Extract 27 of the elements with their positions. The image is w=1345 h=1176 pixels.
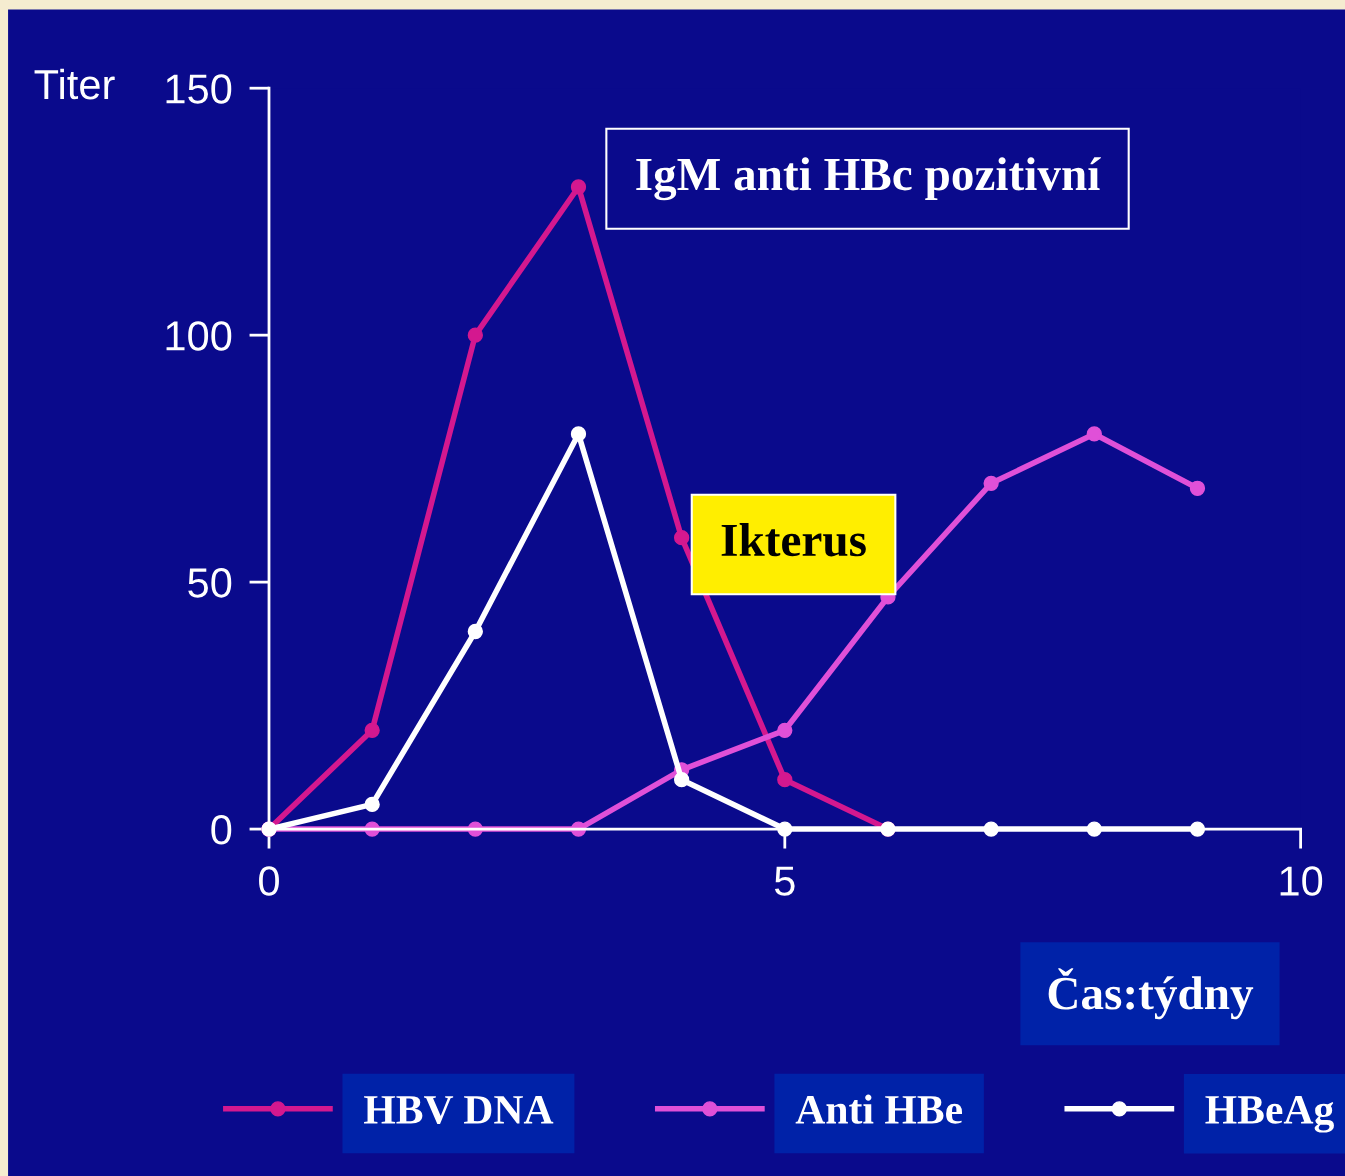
point [983, 475, 999, 491]
x-tick-label: 5 [774, 866, 795, 896]
y-tick-label: 100 [166, 321, 232, 351]
point [777, 722, 793, 738]
legend-label: HBeAg [1205, 1095, 1334, 1133]
point [467, 623, 483, 640]
annotation: IgM anti HBc pozitivní [636, 157, 1101, 201]
x-tick-label: 0 [259, 866, 279, 896]
point [364, 722, 380, 738]
y-tick-label: 50 [188, 568, 232, 598]
point [364, 796, 380, 813]
x-tick-label: 10 [1280, 866, 1323, 896]
x-axis-title: Čas:týdny [1048, 968, 1254, 1020]
y-axis-title: Titer [34, 68, 115, 100]
legend-label: HBV DNA [364, 1095, 554, 1125]
annotation: Ikterus [721, 523, 866, 557]
point [674, 772, 690, 788]
legend-label: Anti HBe [795, 1094, 962, 1124]
point [777, 772, 793, 788]
point [1189, 480, 1206, 496]
point [570, 426, 587, 442]
y-tick-label: 0 [211, 815, 232, 845]
point [674, 530, 690, 546]
point [467, 327, 483, 343]
point [570, 179, 587, 195]
point [1086, 426, 1102, 442]
y-tick-label: 150 [166, 74, 232, 104]
